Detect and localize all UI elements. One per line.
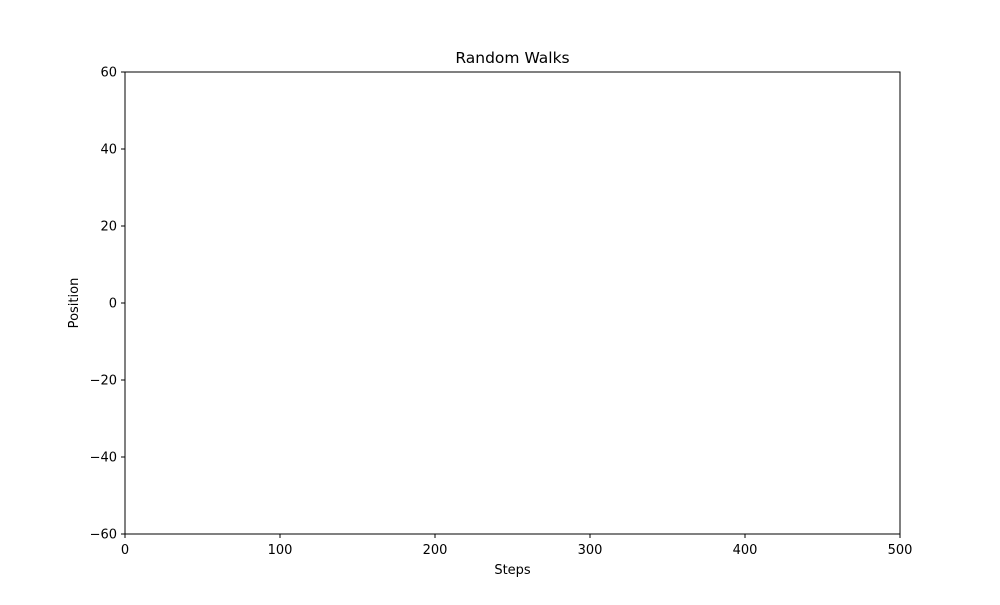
x-tick-label: 500	[888, 543, 913, 558]
x-tick-label: 0	[121, 543, 129, 558]
x-tick-label: 200	[423, 543, 448, 558]
y-tick-label: 40	[100, 143, 117, 158]
y-axis-label: Position	[67, 278, 82, 329]
x-tick-label: 400	[733, 543, 758, 558]
y-tick-label: −60	[90, 528, 117, 543]
x-tick-label: 300	[578, 543, 603, 558]
chart-title: Random Walks	[455, 49, 569, 67]
y-tick-label: −20	[90, 374, 117, 389]
x-axis-ticks: 0 100 200 300 400 500	[121, 534, 913, 558]
x-tick-label: 100	[268, 543, 293, 558]
y-tick-label: 60	[100, 66, 117, 81]
plot-area	[125, 72, 900, 534]
x-axis-label: Steps	[494, 563, 531, 578]
y-tick-label: 0	[109, 297, 117, 312]
y-tick-label: −40	[90, 451, 117, 466]
y-tick-label: 20	[100, 220, 117, 235]
y-axis-ticks: 60 40 20 0 −20 −40 −60	[90, 66, 125, 543]
